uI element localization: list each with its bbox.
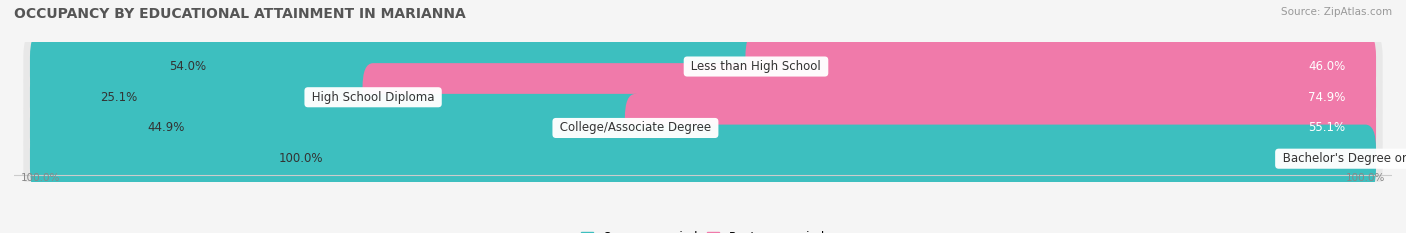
Text: College/Associate Degree: College/Associate Degree <box>555 121 714 134</box>
Text: 44.9%: 44.9% <box>148 121 186 134</box>
Text: 25.1%: 25.1% <box>100 91 138 104</box>
Text: 55.1%: 55.1% <box>1309 121 1346 134</box>
Legend: Owner-occupied, Renter-occupied: Owner-occupied, Renter-occupied <box>576 226 830 233</box>
Text: 74.9%: 74.9% <box>1308 91 1346 104</box>
Text: 46.0%: 46.0% <box>1309 60 1346 73</box>
FancyBboxPatch shape <box>624 94 1376 162</box>
FancyBboxPatch shape <box>30 125 1376 193</box>
FancyBboxPatch shape <box>24 32 1382 101</box>
FancyBboxPatch shape <box>30 32 766 101</box>
Text: OCCUPANCY BY EDUCATIONAL ATTAINMENT IN MARIANNA: OCCUPANCY BY EDUCATIONAL ATTAINMENT IN M… <box>14 7 465 21</box>
Text: Less than High School: Less than High School <box>688 60 825 73</box>
FancyBboxPatch shape <box>24 63 1382 131</box>
FancyBboxPatch shape <box>745 32 1376 101</box>
FancyBboxPatch shape <box>24 94 1382 162</box>
Text: Source: ZipAtlas.com: Source: ZipAtlas.com <box>1281 7 1392 17</box>
FancyBboxPatch shape <box>363 63 1376 131</box>
Text: 54.0%: 54.0% <box>169 60 207 73</box>
FancyBboxPatch shape <box>30 94 645 162</box>
Text: High School Diploma: High School Diploma <box>308 91 439 104</box>
FancyBboxPatch shape <box>24 125 1382 193</box>
Text: Bachelor's Degree or higher: Bachelor's Degree or higher <box>1278 152 1406 165</box>
Text: 100.0%: 100.0% <box>278 152 323 165</box>
FancyBboxPatch shape <box>30 63 384 131</box>
Text: 100.0%: 100.0% <box>21 173 60 183</box>
Text: 100.0%: 100.0% <box>1346 173 1385 183</box>
